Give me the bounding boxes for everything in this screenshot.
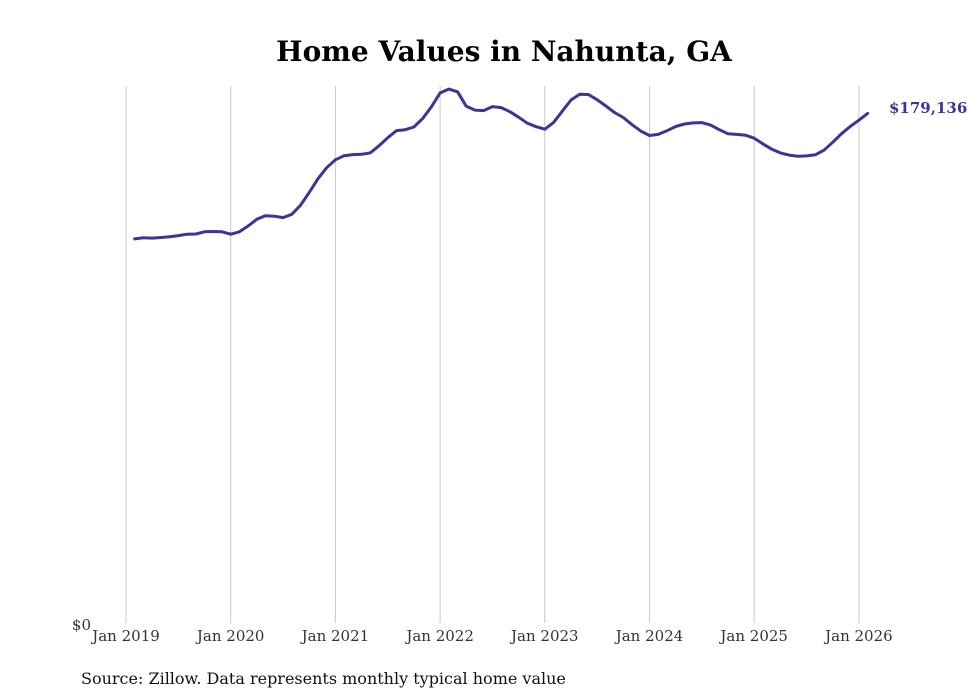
x-axis-ticks: Jan 2019 Jan 2020 Jan 2021 Jan 2022 Jan 2023…	[90, 627, 892, 645]
x-tick-label-4: Jan 2023	[509, 627, 579, 645]
end-value-label: $179,136	[889, 99, 967, 117]
x-tick-label-5: Jan 2024	[614, 627, 684, 645]
series-layer	[133, 87, 870, 241]
x-tick-label-2: Jan 2021	[300, 627, 370, 645]
x-tick-label-0: Jan 2019	[90, 627, 160, 645]
x-tick-label-3: Jan 2022	[404, 627, 474, 645]
x-tick-label-1: Jan 2020	[195, 627, 265, 645]
x-tick-label-6: Jan 2025	[718, 627, 788, 645]
chart-title: Home Values in Nahunta, GA	[276, 35, 733, 68]
x-tick-label-7: Jan 2026	[823, 627, 893, 645]
y-axis-zero-label: $0	[72, 616, 91, 634]
vertical-gridlines	[125, 86, 860, 623]
source-note: Source: Zillow. Data represents monthly …	[81, 669, 566, 688]
series-line-0	[133, 87, 870, 241]
